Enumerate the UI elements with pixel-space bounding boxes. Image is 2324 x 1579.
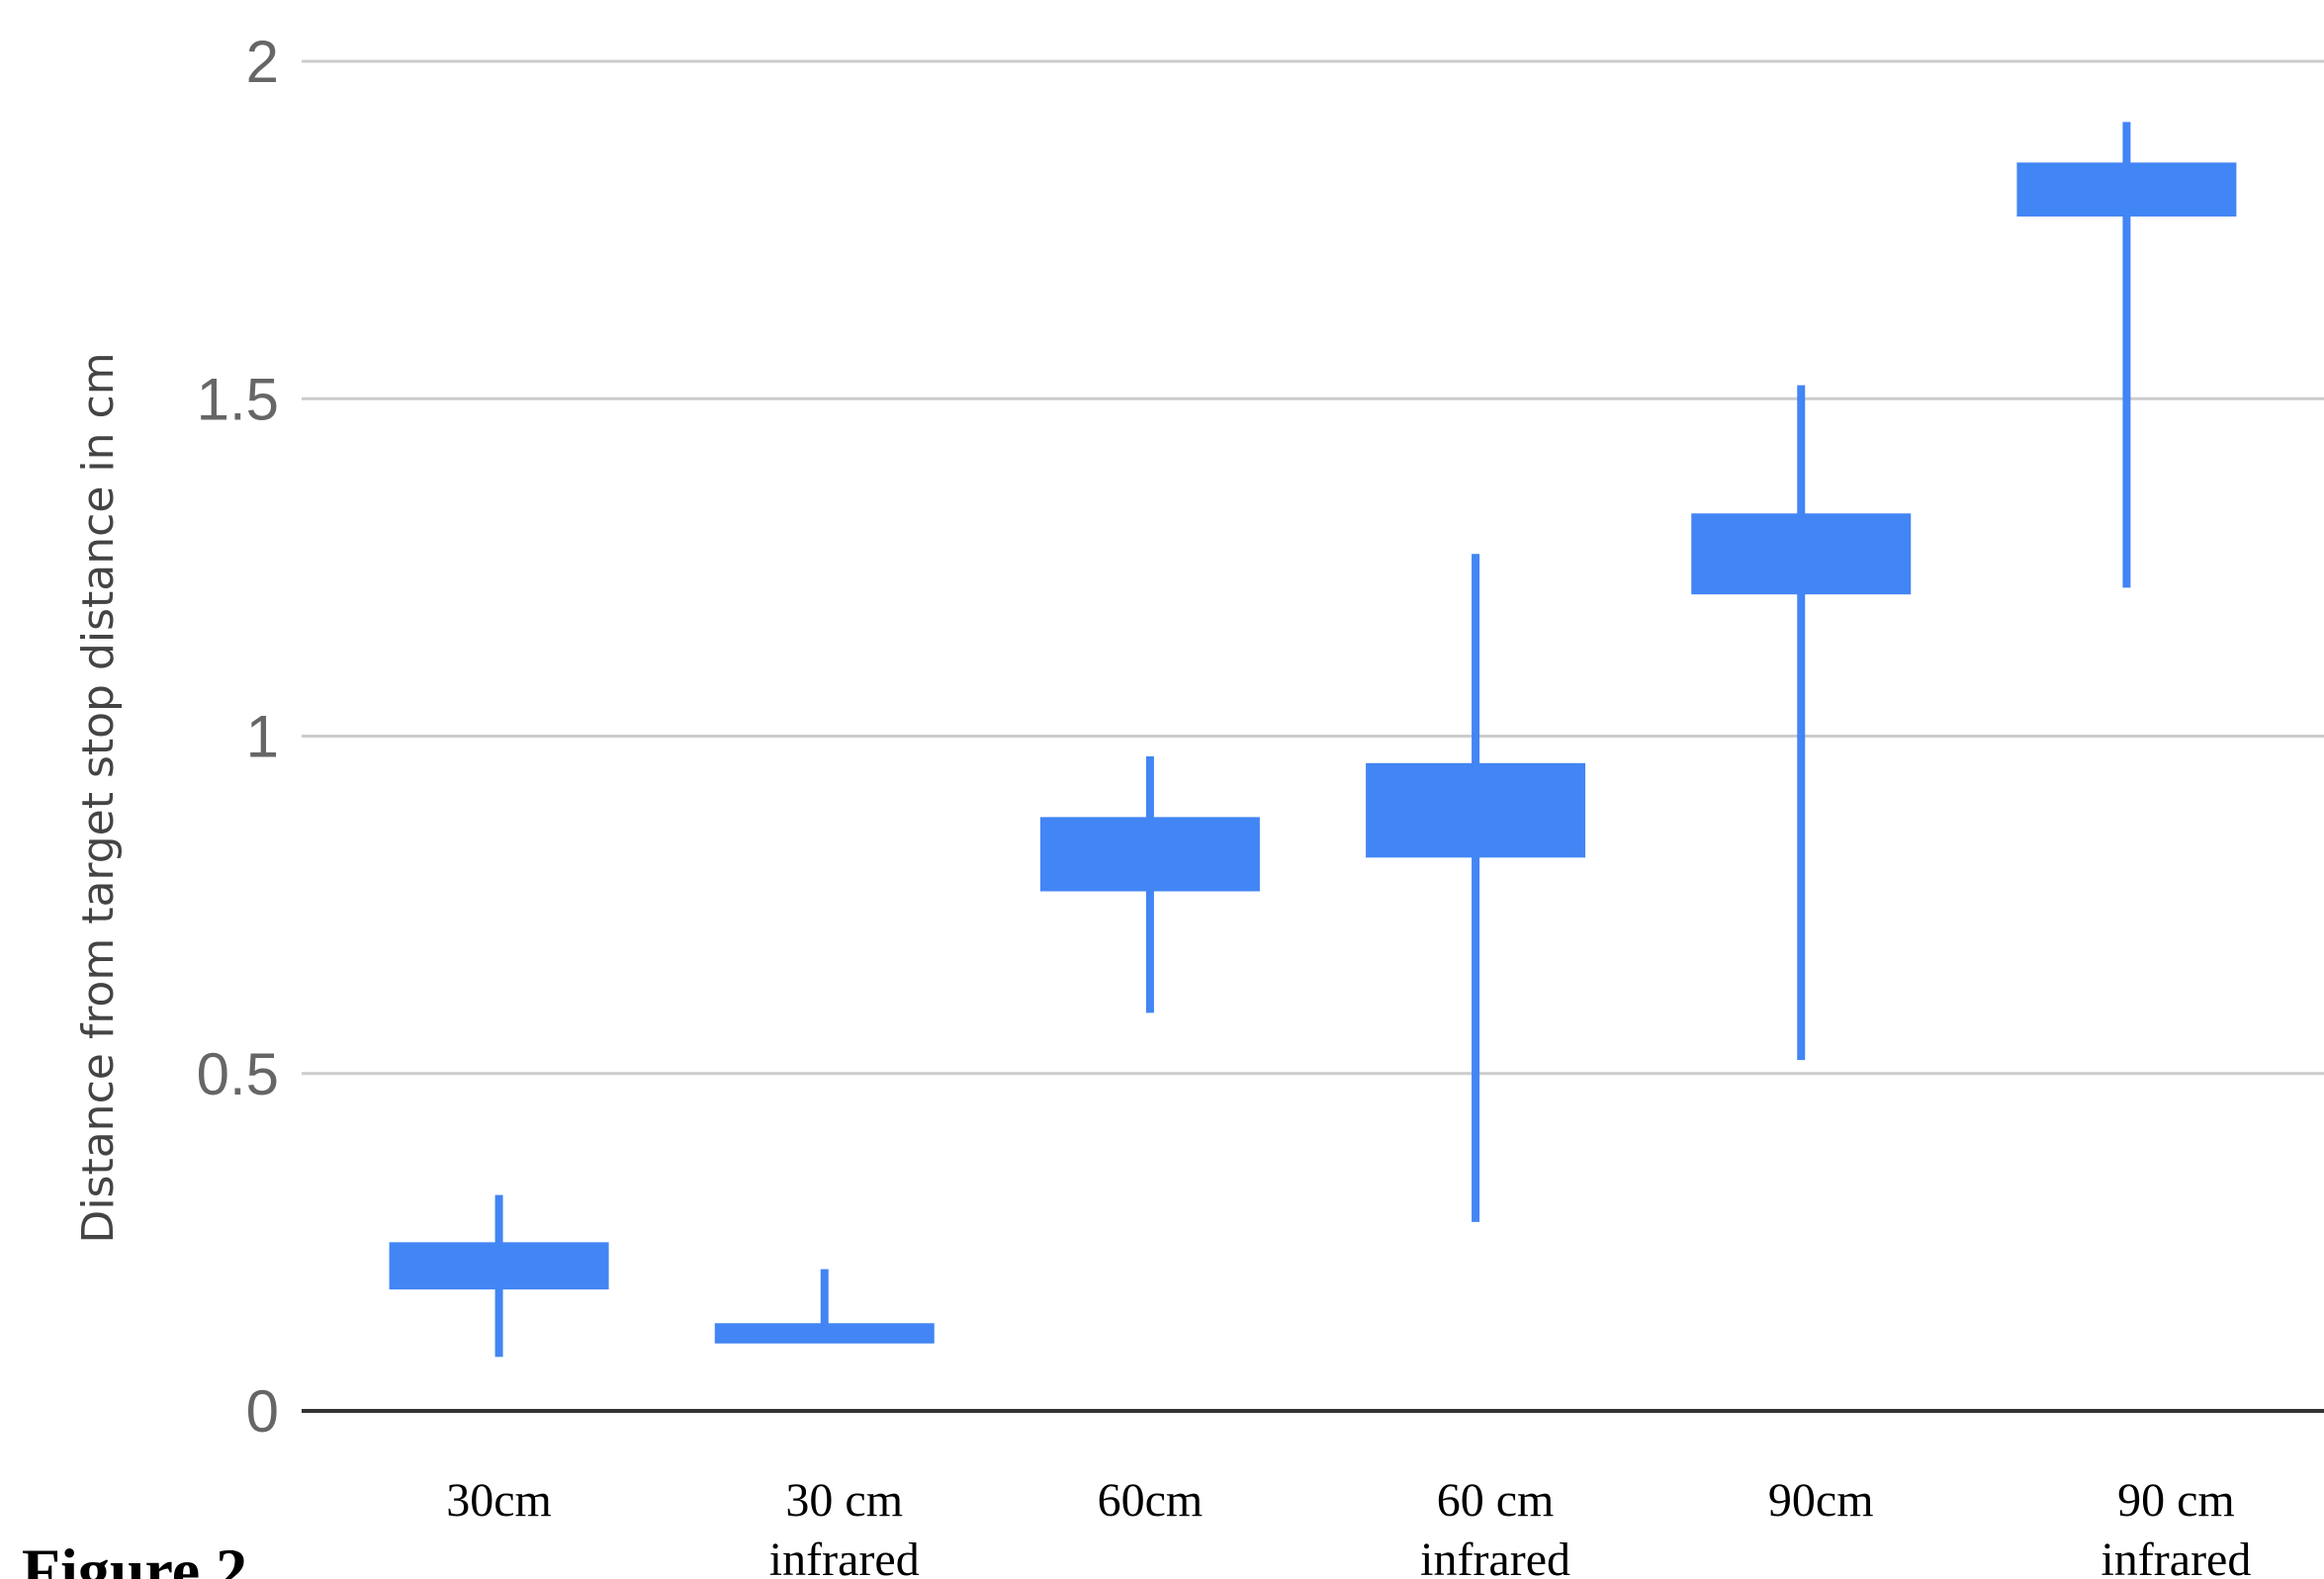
x-tick-label: 30 cm infrared	[769, 1474, 920, 1579]
y-tick-label: 1.5	[197, 366, 279, 432]
x-tick-line: infrared	[2101, 1534, 2251, 1579]
candle-body	[390, 1242, 609, 1289]
candle-body	[2016, 162, 2236, 217]
candlestick	[390, 1195, 609, 1358]
x-tick-line: 60cm	[1098, 1474, 1204, 1527]
x-tick-label: 90 cm infrared	[2101, 1474, 2251, 1579]
x-axis-ticks: 30cm 30 cm infrared 60cm 60 cm infrared 90cm 90…	[446, 1474, 2251, 1579]
x-tick-line: 30 cm	[785, 1474, 903, 1527]
candlestick	[1366, 554, 1585, 1222]
y-tick-label: 0.5	[197, 1041, 279, 1107]
candlestick	[1040, 756, 1260, 1012]
x-tick-line: 90 cm	[2117, 1474, 2235, 1527]
candle-body	[1691, 513, 1911, 594]
x-tick-line: infrared	[769, 1534, 920, 1579]
x-tick-label: 60cm	[1098, 1474, 1204, 1527]
candlestick	[715, 1270, 935, 1344]
candlestick	[2016, 122, 2236, 587]
x-tick-label: 30cm	[446, 1474, 552, 1527]
candlesticks	[390, 122, 2237, 1357]
x-tick-line: infrared	[1420, 1534, 1570, 1579]
x-tick-label: 90cm	[1768, 1474, 1874, 1527]
y-axis-ticks: 0 0.5 1 1.5 2	[197, 29, 279, 1445]
candle-body	[1366, 763, 1585, 858]
candle-body	[1040, 817, 1260, 891]
figure-caption: Figure 2	[22, 1535, 247, 1579]
y-tick-label: 2	[246, 29, 279, 95]
y-tick-label: 1	[246, 704, 279, 770]
candlestick	[1691, 386, 1911, 1061]
candle-body	[715, 1323, 935, 1343]
x-tick-line: 60 cm	[1437, 1474, 1555, 1527]
x-tick-line: 90cm	[1768, 1474, 1874, 1527]
x-tick-label: 60 cm infrared	[1420, 1474, 1570, 1579]
x-tick-line: 30cm	[446, 1474, 552, 1527]
y-tick-label: 0	[246, 1378, 279, 1445]
y-axis-label: Distance from target stop distance in cm	[73, 352, 124, 1243]
